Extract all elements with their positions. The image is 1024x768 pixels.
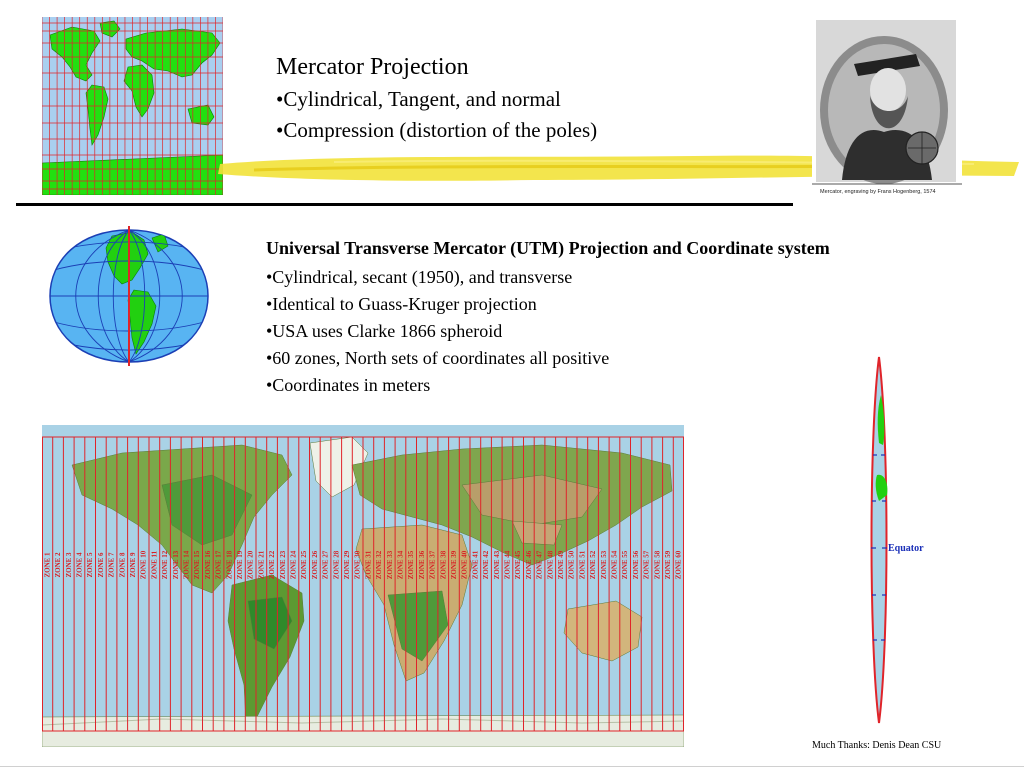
utm-zone-label: ZONE 40 [461, 550, 469, 579]
utm-zone-label: ZONE 21 [257, 550, 265, 579]
utm-zone-label: ZONE 17 [215, 550, 223, 579]
equator-label: Equator [888, 543, 924, 554]
footer-divider [0, 766, 1024, 767]
utm-zone-label: ZONE 53 [600, 550, 608, 579]
utm-zone-label: ZONE 2 [54, 552, 62, 578]
utm-zone-label: ZONE 44 [503, 550, 511, 579]
utm-zone-label: ZONE 39 [450, 550, 458, 579]
bullet-guass-kruger: •Identical to Guass-Kruger projection [266, 294, 537, 314]
slide-title: Mercator Projection [276, 54, 469, 80]
utm-zone-label: ZONE 43 [493, 550, 501, 579]
utm-zone-label: ZONE 12 [161, 550, 169, 579]
utm-zone-label: ZONE 32 [375, 550, 383, 579]
credit-text: Much Thanks: Denis Dean CSU [812, 740, 942, 751]
utm-zone-label: ZONE 26 [311, 550, 319, 579]
utm-zone-label: ZONE 36 [418, 550, 426, 579]
bullet-60-zones: •60 zones, North sets of coordinates all… [266, 348, 610, 368]
utm-zone-label: ZONE 60 [675, 550, 683, 579]
bullet-cylindrical-tangent: •Cylindrical, Tangent, and normal [276, 87, 561, 111]
utm-zone-label: ZONE 19 [236, 550, 244, 579]
utm-zone-label: ZONE 51 [578, 550, 586, 579]
utm-zone-map-image: ZONE 1 ZONE 2 ZONE 3 ZONE 4 ZONE 5 ZONE 6 ZONE… [42, 425, 684, 747]
utm-zone-label: ZONE 46 [525, 550, 533, 579]
utm-heading: Universal Transverse Mercator (UTM) Proj… [266, 238, 830, 258]
utm-zone-label: ZONE 50 [568, 550, 576, 579]
utm-zone-label: ZONE 55 [621, 550, 629, 579]
utm-zone-label: ZONE 5 [86, 552, 94, 578]
utm-zone-label: ZONE 29 [343, 550, 351, 579]
utm-zone-label: ZONE 45 [514, 550, 522, 579]
utm-zone-label: ZONE 11 [150, 550, 158, 579]
utm-zone-label: ZONE 33 [386, 550, 394, 579]
section-divider [16, 203, 793, 206]
utm-zone-label: ZONE 54 [610, 550, 618, 579]
utm-zone-label: ZONE 23 [279, 550, 287, 579]
utm-zone-label: ZONE 34 [396, 550, 404, 579]
utm-zone-label: ZONE 31 [364, 550, 372, 579]
utm-zone-label: ZONE 8 [118, 552, 126, 578]
portrait-caption: Mercator, engraving by Frans Hogenberg, … [820, 189, 936, 195]
bullet-compression: •Compression (distortion of the poles) [276, 118, 598, 142]
utm-zone-label: ZONE 35 [407, 550, 415, 579]
utm-zone-label: ZONE 25 [300, 550, 308, 579]
mercator-portrait-image: Mercator, engraving by Frans Hogenberg, … [812, 20, 962, 196]
bullet-clarke-spheroid: •USA uses Clarke 1866 spheroid [266, 321, 503, 341]
utm-single-zone-image [870, 356, 888, 724]
utm-zone-label: ZONE 24 [289, 550, 297, 579]
utm-zone-label: ZONE 57 [643, 550, 651, 579]
utm-zone-label: ZONE 7 [108, 552, 116, 578]
utm-zone-label: ZONE 56 [632, 550, 640, 579]
utm-zone-label: ZONE 4 [75, 552, 83, 578]
utm-zone-label: ZONE 42 [482, 550, 490, 579]
utm-zone-label: ZONE 20 [247, 550, 255, 579]
utm-zone-label: ZONE 3 [65, 552, 73, 578]
bullet-coordinates-meters: •Coordinates in meters [266, 375, 431, 395]
utm-zone-label: ZONE 28 [332, 550, 340, 579]
utm-zone-label: ZONE 18 [225, 550, 233, 579]
utm-zone-label: ZONE 48 [546, 550, 554, 579]
utm-zone-label: ZONE 13 [172, 550, 180, 579]
utm-zone-label: ZONE 58 [653, 550, 661, 579]
utm-zone-label: ZONE 41 [471, 550, 479, 579]
mercator-map-image [42, 17, 223, 195]
utm-zone-label: ZONE 16 [204, 550, 212, 579]
utm-zone-label: ZONE 22 [268, 550, 276, 579]
utm-zone-label: ZONE 37 [429, 550, 437, 579]
utm-zone-label: ZONE 9 [129, 552, 137, 578]
utm-zone-label: ZONE 14 [182, 550, 190, 579]
utm-zone-label: ZONE 6 [97, 552, 105, 578]
utm-zone-label: ZONE 10 [140, 550, 148, 579]
bullet-cylindrical-secant: •Cylindrical, secant (1950), and transve… [266, 267, 573, 287]
utm-zone-label: ZONE 30 [354, 550, 362, 579]
transverse-globe-image [49, 226, 209, 366]
utm-zone-label: ZONE 59 [664, 550, 672, 579]
utm-zone-label: ZONE 27 [322, 550, 330, 579]
utm-zone-label: ZONE 1 [43, 552, 51, 578]
utm-zone-label: ZONE 38 [439, 550, 447, 579]
utm-zone-label: ZONE 15 [193, 550, 201, 579]
utm-zone-label: ZONE 52 [589, 550, 597, 579]
utm-zone-label: ZONE 47 [536, 550, 544, 579]
utm-zone-label: ZONE 49 [557, 550, 565, 579]
